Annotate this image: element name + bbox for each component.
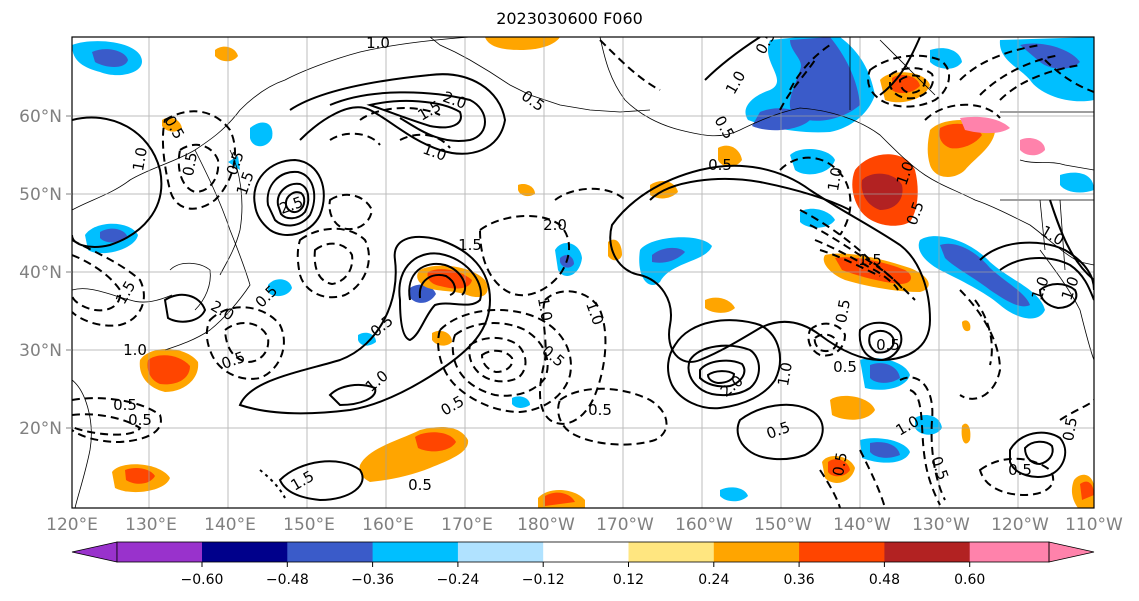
coastlines — [72, 37, 1094, 508]
shaded-field — [72, 37, 1094, 508]
lon-label: 140°E — [204, 515, 256, 535]
colorbar-tick-label: −0.12 — [522, 572, 565, 588]
contour-label: 0.5 — [128, 411, 152, 429]
contour-label: 1.5 — [858, 251, 882, 269]
colorbar-swatch — [884, 542, 971, 562]
lon-label: 160°W — [675, 515, 733, 535]
colorbar-swatch — [372, 542, 459, 562]
lon-label: 110°W — [1065, 515, 1123, 535]
lon-label: 120°W — [991, 515, 1049, 535]
colorbar-extend-min — [71, 541, 118, 563]
contour-label: 1.0 — [824, 166, 846, 193]
map-title: 2023030600 F060 — [496, 9, 643, 28]
colorbar-swatch — [543, 542, 629, 562]
colorbar-tick-label: −0.48 — [266, 572, 309, 588]
contours-positive — [72, 37, 1094, 502]
colorbar-swatch — [202, 542, 288, 562]
colorbar-swatch — [713, 542, 800, 562]
lon-label: 160°E — [362, 515, 414, 535]
lat-label: 30°N — [19, 341, 62, 361]
lon-label: 150°W — [754, 515, 812, 535]
contour-label: 1.0 — [534, 296, 556, 323]
colorbar-outline — [116, 541, 1050, 563]
lon-label: 150°E — [283, 515, 335, 535]
lon-label: 170°E — [441, 515, 493, 535]
lat-label: 20°N — [19, 419, 62, 439]
colorbar-tick-label: 0.24 — [698, 572, 729, 588]
contour-label: 0.5 — [708, 156, 732, 174]
contour-label: 0.5 — [876, 336, 900, 354]
contour-label: 1.0 — [366, 34, 390, 52]
colorbar-tick-label: 0.12 — [613, 572, 644, 588]
contour-label: 0.5 — [408, 476, 432, 494]
contour-label: 1.0 — [774, 361, 796, 388]
map-plot-area: 1.01.5 0.52.01.00.52.51.50.51.0 0.52.01.50… — [72, 34, 1094, 508]
lon-label: 180°W — [517, 515, 575, 535]
contour-label: 1.0 — [123, 341, 147, 359]
contour-label: 1.0 — [129, 146, 151, 173]
contour-label: 1.5 — [458, 236, 482, 254]
lon-label: 120°E — [46, 515, 98, 535]
colorbar-swatch — [969, 542, 1049, 562]
contour-label: 0.5 — [1059, 416, 1081, 443]
lon-label: 130°W — [912, 515, 970, 535]
colorbar-swatch — [117, 542, 202, 562]
colorbar-extend-max — [1048, 541, 1095, 563]
latitude-axis: 60°N 50°N 40°N 30°N 20°N — [19, 107, 72, 439]
colorbar-tick-label: 0.36 — [784, 572, 815, 588]
colorbar-tick-label: 0.60 — [954, 572, 985, 588]
contour-label: 0.5 — [113, 396, 137, 414]
colorbar-tick-label: −0.36 — [351, 572, 394, 588]
lon-label: 170°W — [596, 515, 654, 535]
colorbar-swatch — [287, 542, 374, 562]
colorbar-swatch — [628, 542, 715, 562]
contours-negative — [72, 39, 1094, 508]
colorbar-tick-label: 0.48 — [869, 572, 900, 588]
colorbar-tick-label: −0.60 — [181, 572, 224, 588]
contour-label: 0.5 — [179, 151, 201, 178]
contour-label: 0.5 — [829, 451, 851, 478]
lon-label: 130°E — [125, 515, 177, 535]
colorbar-swatch — [799, 542, 885, 562]
longitude-axis: 120°E 130°E 140°E 150°E 160°E 170°E 180°… — [46, 515, 1123, 535]
lat-label: 60°N — [19, 107, 62, 127]
contour-label: 0.5 — [832, 298, 854, 325]
colorbar: −0.60 −0.48 −0.36 −0.24 −0.12 0.12 0.24 0.36 0.4… — [71, 541, 1095, 588]
contour-label: 0.5 — [1008, 461, 1032, 479]
graticule — [72, 37, 1094, 508]
contour-label: 0.5 — [833, 358, 857, 376]
colorbar-tick-label: −0.24 — [436, 572, 479, 588]
lat-label: 50°N — [19, 185, 62, 205]
contour-label: 0.5 — [588, 401, 612, 419]
colorbar-swatch — [457, 542, 544, 562]
lat-label: 40°N — [19, 263, 62, 283]
contour-label: 2.0 — [543, 216, 567, 234]
lon-label: 140°W — [833, 515, 891, 535]
